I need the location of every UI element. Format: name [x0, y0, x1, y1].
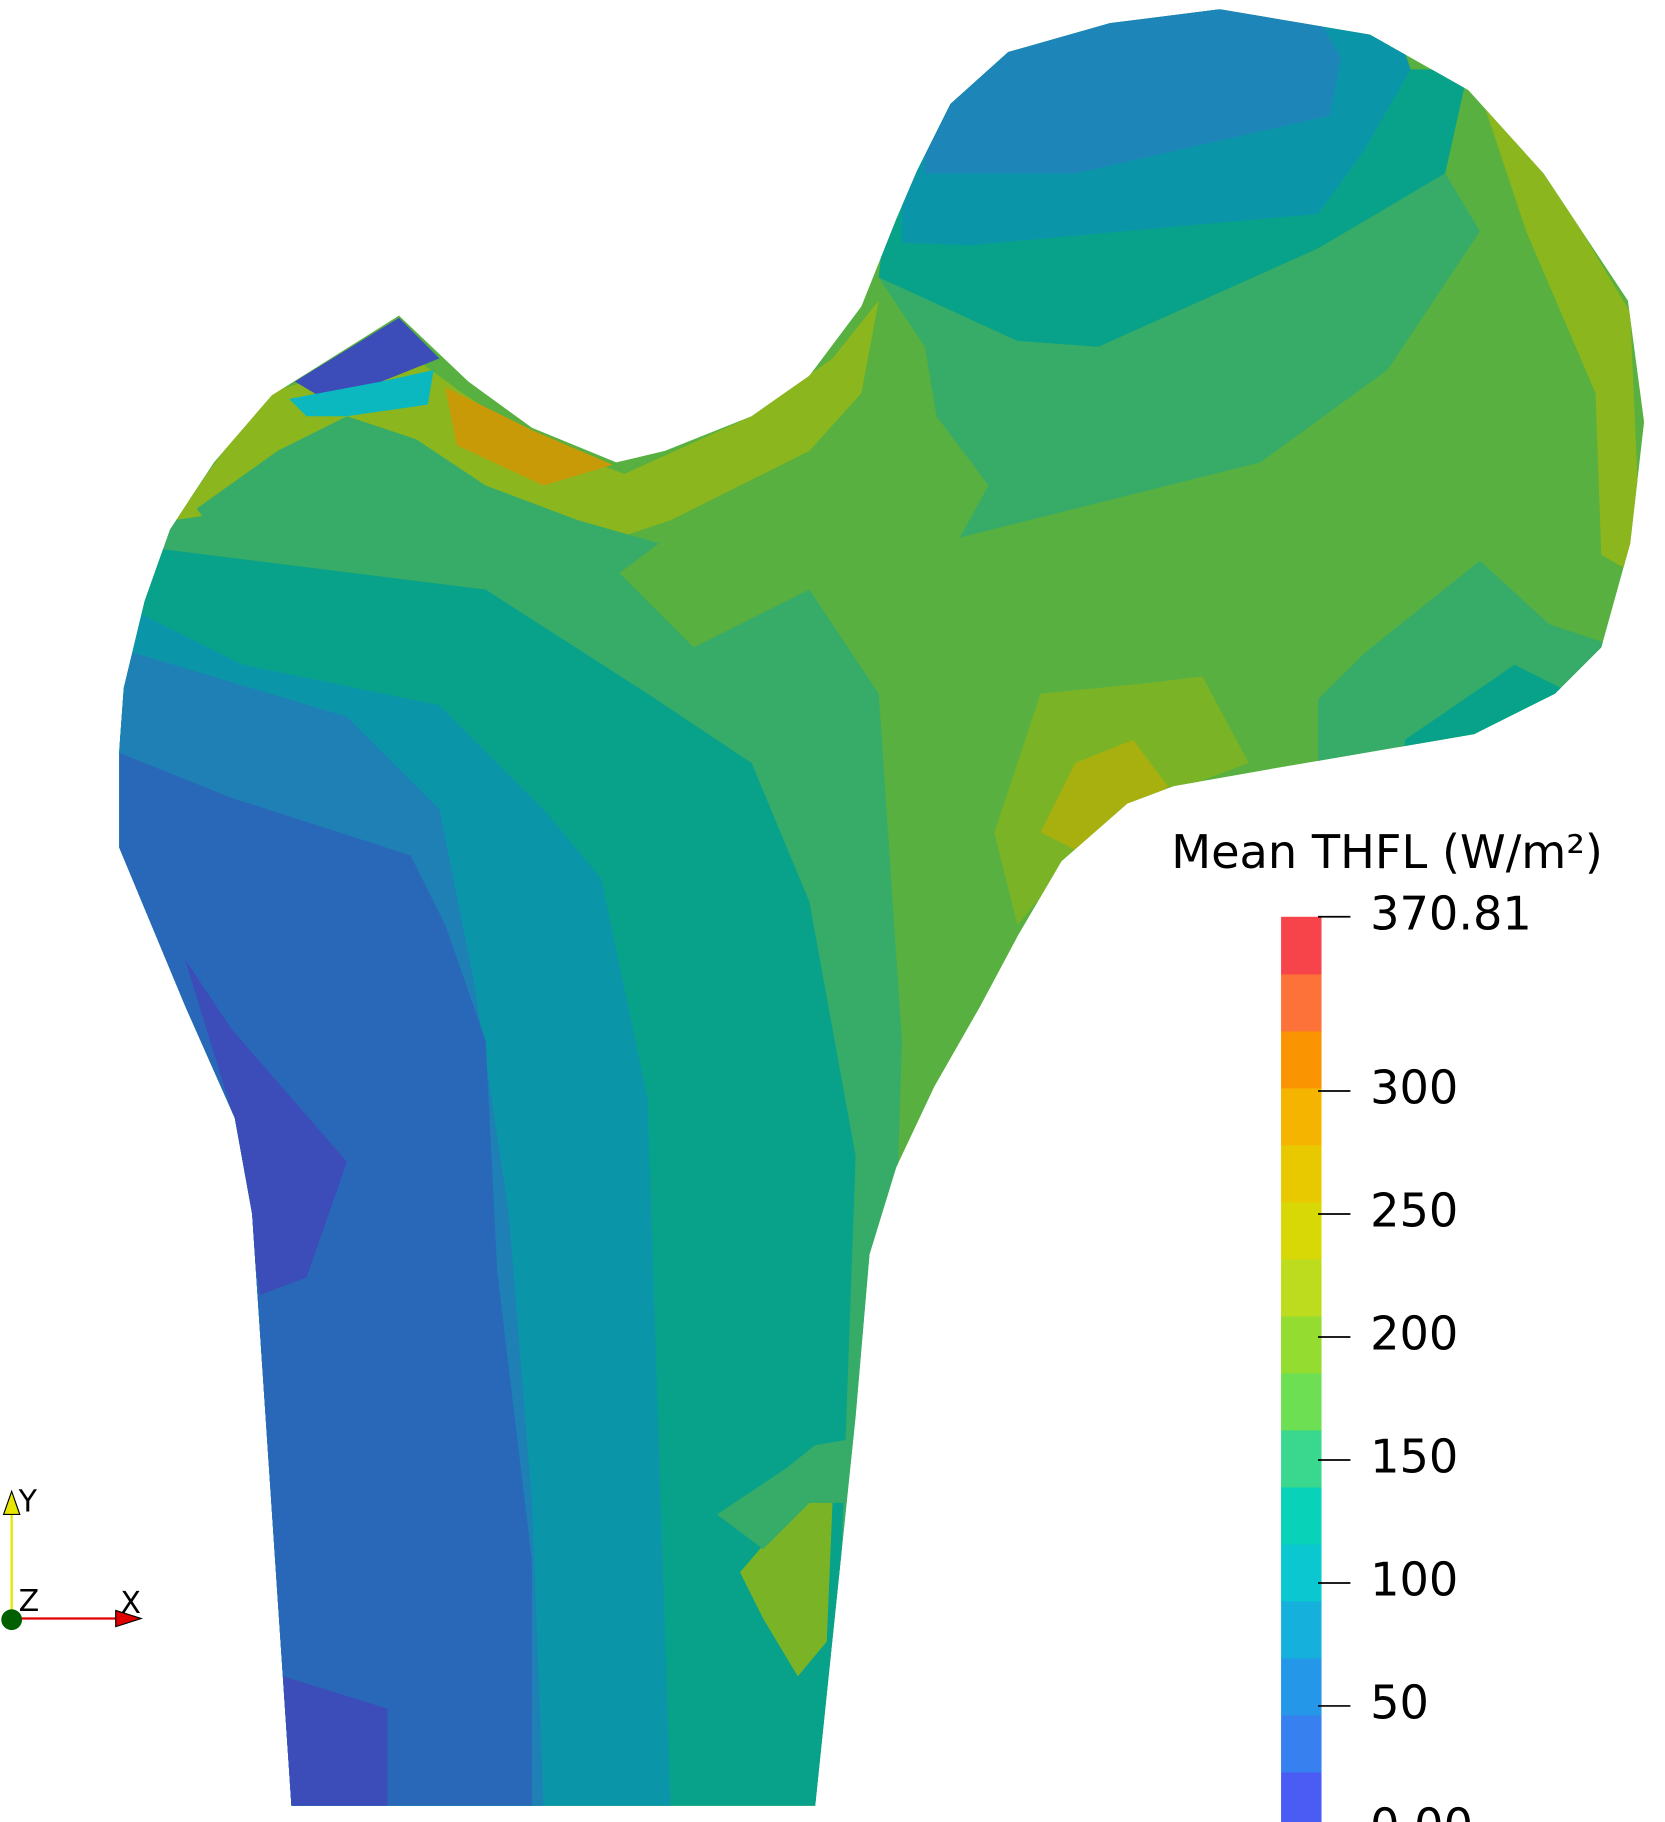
tick-label: 250 — [1370, 1183, 1458, 1237]
color-band — [1281, 973, 1322, 1032]
x-arrowhead — [115, 1609, 144, 1628]
color-band — [1281, 1258, 1322, 1317]
color-band — [1281, 1144, 1322, 1203]
z-axis-label: Z — [19, 1584, 40, 1619]
color-band — [1281, 1771, 1322, 1822]
color-band — [1281, 1657, 1322, 1716]
tick-label: 300 — [1370, 1060, 1458, 1114]
y-axis-label: Y — [18, 1484, 38, 1519]
color-band — [1281, 916, 1322, 975]
color-band — [1281, 1201, 1322, 1260]
tick-label: 200 — [1370, 1306, 1458, 1360]
color-band — [1281, 1543, 1322, 1602]
color-band — [1281, 1315, 1322, 1374]
y-arrowhead — [2, 1489, 21, 1516]
tick-label: 150 — [1370, 1429, 1458, 1483]
tick-label: 50 — [1370, 1675, 1429, 1729]
color-band — [1281, 1087, 1322, 1146]
color-band — [1281, 1429, 1322, 1488]
color-band — [1281, 1714, 1322, 1773]
axes-triad: Y Z X — [1, 1484, 144, 1631]
legend-title: Mean THFL (W/m²) — [1171, 825, 1603, 879]
tick-label: 0.00 — [1370, 1798, 1473, 1822]
color-band — [1281, 1372, 1322, 1431]
tick-label: 100 — [1370, 1552, 1458, 1606]
color-band — [1281, 1486, 1322, 1545]
color-legend: Mean THFL (W/m²) 0.00 50 100 150 200 250 300 37… — [1171, 825, 1603, 1822]
color-band — [1281, 1030, 1322, 1089]
color-band — [1281, 1600, 1322, 1659]
tick-label: 370.81 — [1370, 886, 1532, 940]
z-axis-dot — [1, 1609, 23, 1631]
x-axis-label: X — [120, 1586, 141, 1621]
